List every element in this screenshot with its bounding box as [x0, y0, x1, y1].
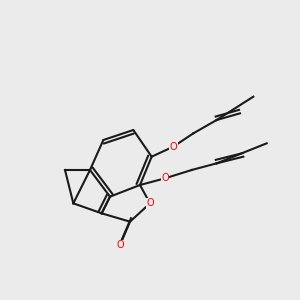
Text: O: O: [146, 198, 154, 208]
Text: O: O: [169, 142, 177, 152]
Text: O: O: [161, 173, 169, 183]
Text: O: O: [116, 240, 124, 250]
